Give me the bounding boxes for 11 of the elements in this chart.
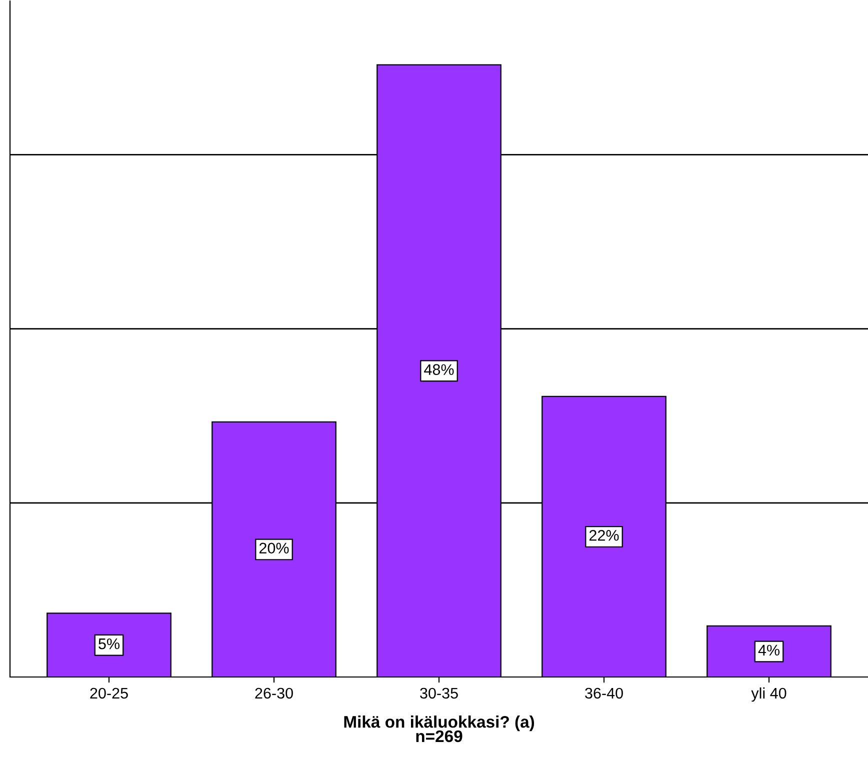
x-tick-label: 36-40	[585, 688, 623, 699]
x-axis-title: Mikä on ikäluokkasi? (a) n=269	[344, 716, 534, 742]
data-label: 5%	[98, 638, 120, 650]
x-tick-label: 20-25	[90, 688, 128, 699]
x-tick-label: yli 40	[751, 687, 786, 702]
data-label: 20%	[259, 542, 289, 554]
data-label: 4%	[758, 644, 780, 656]
data-label: 48%	[424, 364, 454, 375]
x-tick-label: 26-30	[255, 688, 293, 699]
x-tick-label: 30-35	[420, 688, 458, 699]
data-label: 22%	[589, 530, 619, 541]
